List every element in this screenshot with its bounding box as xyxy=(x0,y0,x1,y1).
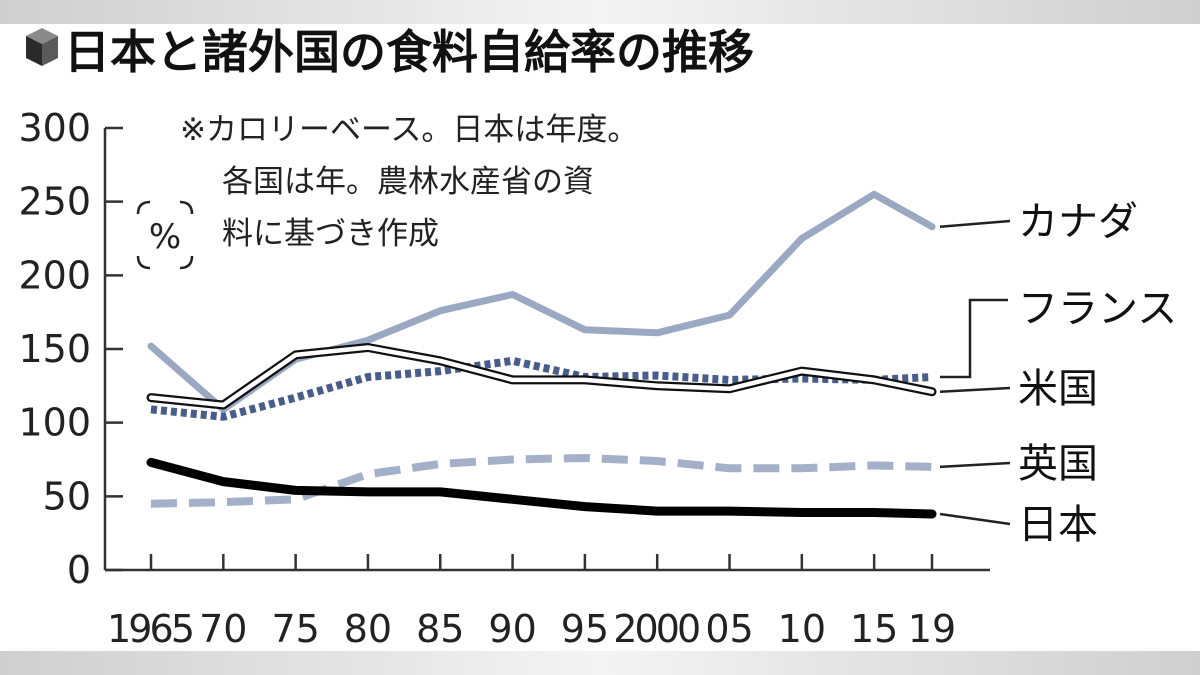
unit-label: % xyxy=(136,200,194,270)
x-tick-label: 2000 xyxy=(613,607,701,651)
legend-label: カナダ xyxy=(1018,199,1138,245)
legend-item: 米国 xyxy=(939,366,1098,412)
x-tick-label: 15 xyxy=(850,607,898,651)
y-tick-label: 300 xyxy=(18,106,91,150)
legend-item: 日本 xyxy=(939,502,1098,548)
legend-label: 米国 xyxy=(1018,366,1098,412)
y-tick-label: 250 xyxy=(18,180,91,224)
x-tick-label: 75 xyxy=(271,607,319,651)
bottom-border-band xyxy=(0,651,1200,675)
y-tick-label: 200 xyxy=(18,253,91,297)
series-dotted-line xyxy=(150,356,933,421)
legend-leader-line xyxy=(939,219,1011,228)
series-dashed-line xyxy=(150,454,933,508)
data-point xyxy=(222,501,224,503)
series-double-line xyxy=(146,343,937,410)
legend-item: 英国 xyxy=(939,441,1098,487)
unit-text: % xyxy=(149,217,181,257)
series-layer xyxy=(146,190,937,519)
y-tick-label: 0 xyxy=(67,548,91,592)
note-line-1: ※カロリーベース。日本は年度。 xyxy=(180,112,638,148)
data-point xyxy=(295,498,297,500)
legend-label: 英国 xyxy=(1018,441,1098,487)
x-tick-label: 85 xyxy=(416,607,464,651)
legend-label: 日本 xyxy=(1018,502,1098,548)
legend-leader-line xyxy=(940,298,1008,379)
series-line xyxy=(150,454,933,508)
x-tick-label: 70 xyxy=(199,607,247,651)
legend-leader-line xyxy=(939,512,1011,526)
data-point xyxy=(439,463,441,465)
cube-icon xyxy=(26,28,58,66)
legend-item: カナダ xyxy=(939,199,1138,245)
y-axis-ticks: 0 50 100 150 200 250 300 xyxy=(18,106,123,592)
data-point xyxy=(931,376,933,378)
chart-title: 日本と諸外国の食料自給率の推移 xyxy=(64,25,754,79)
legend-leader-line xyxy=(939,461,1011,469)
legend-leader-line xyxy=(939,386,1011,393)
legend-item: フランス xyxy=(940,286,1177,379)
data-point xyxy=(295,397,297,399)
x-tick-label: 80 xyxy=(344,607,392,651)
note-line-3: 料に基づき作成 xyxy=(222,216,439,252)
legend-label: フランス xyxy=(1018,286,1177,332)
x-tick-label: 95 xyxy=(561,607,609,651)
y-tick-label: 150 xyxy=(18,327,91,371)
x-tick-label: 10 xyxy=(778,607,826,651)
series-line xyxy=(150,356,933,421)
x-tick-label: 1965 xyxy=(107,607,195,651)
note-line-2: 各国は年。農林水産省の資 xyxy=(222,164,594,200)
series-thick-line xyxy=(146,457,937,519)
data-point xyxy=(729,379,731,381)
x-axis-ticks: 1965 70 75 80 85 90 95 2000 05 10 15 19 xyxy=(107,554,956,651)
source-note: ※カロリーベース。日本は年度。 各国は年。農林水産省の資 料に基づき作成 xyxy=(180,112,638,252)
y-tick-label: 100 xyxy=(18,401,91,445)
data-point xyxy=(512,360,514,362)
x-tick-label: 05 xyxy=(705,607,753,651)
series-line xyxy=(146,457,937,519)
top-border-band xyxy=(0,0,1200,24)
y-tick-label: 50 xyxy=(43,474,91,518)
x-tick-label: 19 xyxy=(908,607,956,651)
data-point xyxy=(367,473,369,475)
x-tick-label: 90 xyxy=(488,607,536,651)
series-line-inner xyxy=(148,345,935,408)
